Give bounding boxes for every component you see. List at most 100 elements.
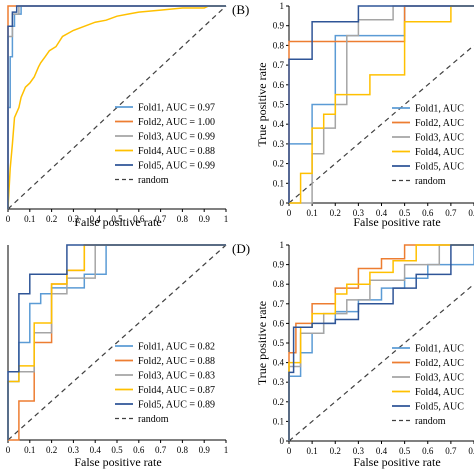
y-tick-label: 0.8	[273, 40, 285, 50]
legend-label-fold2: Fold2, AUC = 1.00	[138, 117, 215, 128]
roc-series-line-fold2	[288, 244, 474, 441]
x-tick-label: 0	[287, 208, 292, 218]
roc-series-line-fold4	[289, 5, 474, 204]
x-tick-label: 0.2	[330, 446, 341, 456]
x-tick-label: 0.1	[24, 445, 35, 455]
panel-label: (B)	[232, 2, 249, 17]
legend-label-fold2: Fold2, AUC	[415, 358, 464, 369]
x-tick-label: 0.9	[199, 445, 211, 455]
x-tick-label: 0.3	[68, 214, 80, 224]
x-tick-label: 0.3	[353, 208, 365, 218]
y-tick-label: 0.7	[273, 299, 285, 309]
x-tick-label: 0.7	[445, 208, 457, 218]
y-tick-label: 0.2	[273, 159, 284, 169]
y-tick-label: 0.1	[273, 178, 284, 188]
roc-series-line-fold5	[7, 5, 226, 209]
x-tick-label: 0.6	[422, 208, 434, 218]
x-tick-label: 0.4	[90, 445, 102, 455]
x-tick-label: 1	[224, 445, 229, 455]
legend-label-fold5: Fold5, AUC = 0.89	[138, 400, 215, 411]
legend-label-fold1: Fold1, AUC = 0.97	[138, 103, 215, 114]
legend-label-random: random	[415, 416, 446, 427]
roc-series-line-fold5	[7, 244, 226, 440]
x-tick-label: 0.1	[307, 208, 318, 218]
x-tick-label: 0.1	[307, 446, 318, 456]
x-tick-label: 0.8	[468, 208, 474, 218]
y-tick-label: 1	[280, 240, 285, 250]
x-tick-label: 0.8	[177, 445, 189, 455]
x-tick-label: 1	[224, 214, 229, 224]
roc-series-line-fold5	[288, 244, 474, 441]
legend-label-fold3: Fold3, AUC	[415, 373, 464, 384]
x-tick-label: 0.5	[111, 214, 123, 224]
x-tick-label: 0	[6, 214, 11, 224]
y-tick-label: 0.5	[273, 338, 285, 348]
x-tick-label: 0.4	[376, 208, 388, 218]
legend-label-fold5: Fold5, AUC	[415, 402, 464, 413]
x-axis-title: False positive rate	[353, 215, 440, 229]
legend-label-fold4: Fold4, AUC	[415, 387, 464, 398]
x-tick-label: 0.6	[422, 446, 434, 456]
x-tick-label: 0.5	[111, 445, 123, 455]
x-tick-label: 0.8	[177, 214, 189, 224]
legend-label-fold2: Fold2, AUC	[415, 118, 464, 129]
legend-label-fold5: Fold5, AUC = 0.99	[138, 161, 215, 172]
roc-series-line-fold3	[289, 5, 474, 204]
x-tick-label: 0.2	[330, 208, 341, 218]
y-tick-label: 0.9	[273, 21, 285, 31]
legend-label-fold2: Fold2, AUC = 0.88	[138, 356, 215, 367]
legend-label-fold1: Fold1, AUC	[415, 104, 464, 115]
legend-label-fold3: Fold3, AUC = 0.83	[138, 371, 215, 382]
legend-label-fold4: Fold4, AUC = 0.88	[138, 146, 215, 157]
y-tick-label: 0.9	[273, 260, 285, 270]
y-tick-label: 1	[280, 1, 285, 11]
legend-label-fold5: Fold5, AUC	[415, 162, 464, 173]
x-tick-label: 0.4	[90, 214, 102, 224]
legend-label-fold1: Fold1, AUC	[415, 344, 464, 355]
x-tick-label: 0.3	[353, 446, 365, 456]
x-tick-label: 0.9	[199, 214, 211, 224]
y-tick-label: 0.5	[273, 100, 285, 110]
y-tick-label: 0.3	[273, 139, 285, 149]
panel-label: (D)	[232, 241, 250, 256]
y-tick-label: 0.3	[273, 377, 285, 387]
x-tick-label: 0.1	[24, 214, 35, 224]
legend-label-fold3: Fold3, AUC = 0.99	[138, 132, 215, 143]
random-baseline-line	[288, 283, 474, 442]
legend-label-fold4: Fold4, AUC	[415, 147, 464, 158]
x-tick-label: 0.2	[46, 445, 57, 455]
legend-label-random: random	[138, 414, 169, 425]
y-tick-label: 0.6	[273, 80, 285, 90]
x-axis-title: False positive rate	[353, 455, 440, 469]
x-tick-label: 0.3	[68, 445, 80, 455]
x-tick-label: 0.5	[399, 446, 411, 456]
x-tick-label: 0.6	[133, 214, 145, 224]
legend-label-fold1: Fold1, AUC = 0.82	[138, 342, 215, 353]
x-tick-label: 0.7	[445, 446, 457, 456]
roc-series-line-fold5	[288, 5, 474, 203]
roc-series-line-fold4	[7, 244, 226, 440]
legend-label-fold4: Fold4, AUC = 0.87	[138, 385, 215, 396]
y-tick-label: 0.1	[273, 416, 284, 426]
y-tick-label: 0.8	[273, 279, 285, 289]
x-tick-label: 0.8	[468, 446, 474, 456]
y-tick-label: 0.7	[273, 60, 285, 70]
y-tick-label: 0.4	[273, 358, 285, 368]
legend-label-fold3: Fold3, AUC	[415, 133, 464, 144]
x-axis-title: False positive rate	[74, 215, 161, 229]
y-tick-label: 0.4	[273, 119, 285, 129]
y-tick-label: 0	[280, 198, 285, 208]
y-tick-label: 0.2	[273, 397, 284, 407]
x-tick-label: 0.7	[155, 445, 167, 455]
x-tick-label: 0.5	[399, 208, 411, 218]
legend-label-random: random	[138, 175, 169, 186]
x-tick-label: 0	[6, 445, 11, 455]
y-tick-label: 0.6	[273, 318, 285, 328]
legend-label-random: random	[415, 176, 446, 187]
x-axis-title: False positive rate	[74, 455, 161, 469]
y-axis-title: True positive rate	[255, 62, 269, 146]
y-tick-label: 0	[280, 436, 285, 446]
roc-series-line-fold4	[7, 5, 226, 210]
random-baseline-line	[7, 244, 227, 441]
